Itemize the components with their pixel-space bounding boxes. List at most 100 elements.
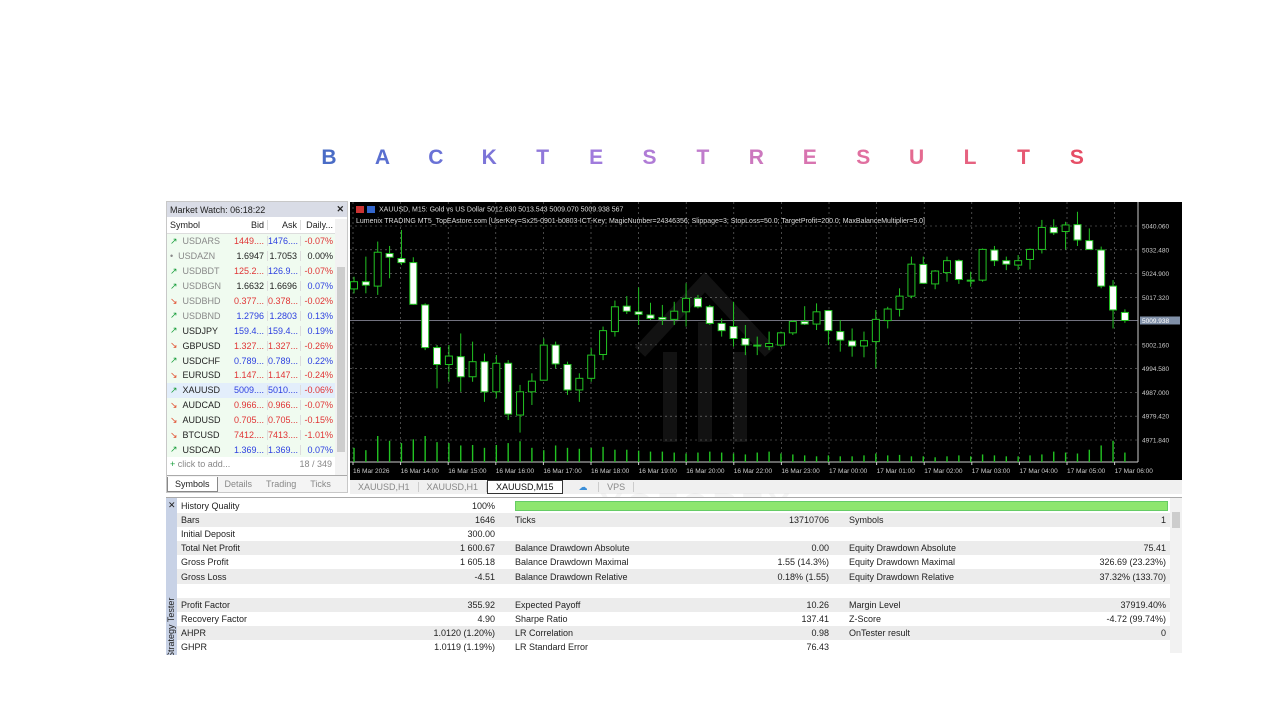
trend-up-icon: ↗	[170, 444, 178, 455]
candle-bullish	[895, 295, 904, 310]
chart-icon	[356, 206, 364, 213]
chart-tab[interactable]: XAUUSD,H1	[419, 482, 488, 492]
time-label: 17 Mar 05:00	[1067, 468, 1106, 475]
candle-bearish	[551, 344, 560, 365]
metric-label: Equity Drawdown Maximal	[849, 557, 956, 568]
col-symbol[interactable]: Symbol	[170, 220, 201, 230]
market-watch-scrollbar[interactable]	[335, 219, 347, 477]
chart-tab[interactable]: XAUUSD,M15	[487, 480, 563, 494]
symbol-row[interactable]: ↗ USDJPY 159.4... 159.4... 0.19%	[167, 323, 347, 339]
report-row: Profit Factor 355.92 Expected Payoff 10.26 M…	[177, 597, 1170, 612]
symbol-row[interactable]: ↗ USDBND 1.2796 1.2803 0.13%	[167, 308, 347, 324]
add-symbol[interactable]: + click to add...	[170, 459, 231, 470]
tab-trading[interactable]: Trading	[266, 479, 297, 489]
price-label: 5040.060	[1142, 224, 1169, 231]
price-chart[interactable]: 5040.060 5032.480 5024.900 5017.320 5002.160…	[350, 202, 1182, 480]
candle-bearish	[919, 263, 928, 284]
candlestick-chart[interactable]: 5040.060 5032.480 5024.900 5017.320 5002.160…	[350, 202, 1182, 480]
daily-change: 0.22%	[307, 355, 333, 366]
metric-label: Gross Loss	[181, 571, 227, 582]
candle-bearish	[421, 304, 430, 349]
symbol-row[interactable]: ↗ USDCHF 0.789... 0.789... 0.22%	[167, 353, 347, 369]
candle-bearish	[361, 281, 370, 286]
candle-bearish	[646, 314, 655, 319]
candle-bearish	[990, 249, 999, 262]
col-bid[interactable]: Bid	[233, 220, 268, 230]
symbol-row[interactable]: ↗ USDBDT 125.2... 126.9... -0.07%	[167, 263, 347, 279]
metric-value: 1 605.18	[459, 557, 495, 568]
tab-symbols[interactable]: Symbols	[167, 476, 218, 492]
tab-details[interactable]: Details	[224, 479, 253, 489]
col-ask[interactable]: Ask	[268, 220, 301, 230]
symbol-row[interactable]: ↘ BTCUSD 7412.... 7413.... -1.01%	[167, 427, 347, 443]
daily-change: -0.24%	[304, 370, 333, 381]
bid-price: 0.377...	[233, 296, 268, 306]
symbol-row[interactable]: ↘ EURUSD 1.147... 1.147... -0.24%	[167, 368, 347, 383]
metric-label: Sharpe Ratio	[515, 613, 568, 624]
daily-change: -0.07%	[304, 266, 333, 277]
title-letter: A	[374, 146, 390, 169]
symbol-row[interactable]: ↗ USDBGN 1.6632 1.6696 0.07%	[167, 278, 347, 294]
metric-value: 300.00	[467, 529, 495, 540]
daily-change: 0.07%	[307, 281, 333, 292]
candle-bearish	[1049, 226, 1058, 234]
metric-value: 75.41	[1143, 543, 1166, 554]
symbol-row[interactable]: ↘ USDBHD 0.377... 0.378... -0.02%	[167, 293, 347, 309]
time-label: 16 Mar 16:00	[496, 468, 535, 475]
metric-label: Gross Profit	[181, 557, 229, 568]
symbol-name: USDAZN	[178, 251, 216, 262]
candle-bearish	[1073, 224, 1082, 241]
symbol-row[interactable]: ↗ USDARS 1449.... 1476.... -0.07%	[167, 234, 347, 249]
tester-scrollbar[interactable]	[1170, 498, 1182, 653]
ask-price: 0.705...	[268, 415, 301, 426]
metric-label: LR Standard Error	[515, 641, 589, 652]
daily-change: -0.07%	[304, 400, 333, 411]
metric-label: Expected Payoff	[515, 599, 581, 610]
candle-bullish	[943, 260, 951, 274]
chart-tab[interactable]: ☁ VPS	[563, 481, 643, 493]
symbol-row[interactable]: ↗ XAUUSD 5009.... 5010.... -0.06%	[167, 382, 347, 398]
symbol-row[interactable]: ↘ AUDUSD 0.705... 0.705... -0.15%	[167, 412, 347, 428]
chart-icon	[367, 206, 375, 213]
col-daily[interactable]: Daily...	[306, 220, 333, 230]
metric-value: -4.72 (99.74%)	[1106, 613, 1166, 624]
candle-bearish	[622, 305, 631, 312]
watermark-logo	[634, 271, 776, 442]
symbol-name: USDBND	[182, 310, 221, 321]
close-icon[interactable]: ✕	[168, 500, 176, 510]
tab-ticks[interactable]: Ticks	[310, 479, 331, 489]
symbol-row[interactable]: ↘ AUDCAD 0.966... 0.966... -0.07%	[167, 397, 347, 413]
trend-up-icon: ↗	[170, 310, 178, 321]
report-row: AHPR 1.0120 (1.20%) LR Correlation 0.98 OnTe…	[177, 625, 1170, 640]
report-row: GHPR 1.0119 (1.19%) LR Standard Error 76.43	[177, 640, 1170, 654]
title-letter: U	[909, 146, 925, 169]
report-row: Gross Loss -4.51 Balance Drawdown Relative…	[177, 569, 1170, 584]
metric-value: -4.51	[474, 571, 495, 582]
price-label: 4987.000	[1142, 390, 1169, 397]
bid-price: 1.6947	[233, 251, 268, 262]
ask-price: 1.327...	[268, 340, 301, 351]
current-price-marker	[1140, 316, 1180, 325]
close-icon[interactable]: ✕	[336, 204, 344, 214]
symbol-row[interactable]: ↗ USDCAD 1.369... 1.369... 0.07%	[167, 442, 347, 458]
candle-bearish	[1085, 240, 1094, 250]
report-row: Recovery Factor 4.90 Sharpe Ratio 137.41 Z-S…	[177, 612, 1170, 626]
ea-parameters: Lumenix TRADING MT5_TopEAstore.com [User…	[356, 218, 925, 225]
symbol-row[interactable]: ↘ GBPUSD 1.327... 1.327... -0.26%	[167, 338, 347, 354]
trend-up-icon: ↗	[170, 280, 178, 291]
candle-bullish	[682, 297, 691, 313]
metric-label: Z-Score	[849, 613, 882, 624]
candle-bullish	[670, 310, 679, 320]
metric-value: 4.90	[477, 613, 495, 624]
symbol-row[interactable]: • USDAZN 1.6947 1.7053 0.00%	[167, 248, 347, 264]
candle-bullish	[1061, 224, 1070, 233]
metric-label: GHPR	[181, 641, 208, 652]
candle-bearish	[480, 361, 489, 393]
current-price-label: 5009.938	[1142, 318, 1169, 325]
metric-value: 1.55 (14.3%)	[777, 557, 829, 568]
trend-dn-icon: ↘	[170, 414, 178, 425]
chart-tab[interactable]: XAUUSD,H1	[350, 482, 419, 492]
daily-change: 0.13%	[307, 310, 333, 321]
price-label: 5017.320	[1142, 295, 1169, 302]
title-letter: S	[642, 146, 657, 169]
